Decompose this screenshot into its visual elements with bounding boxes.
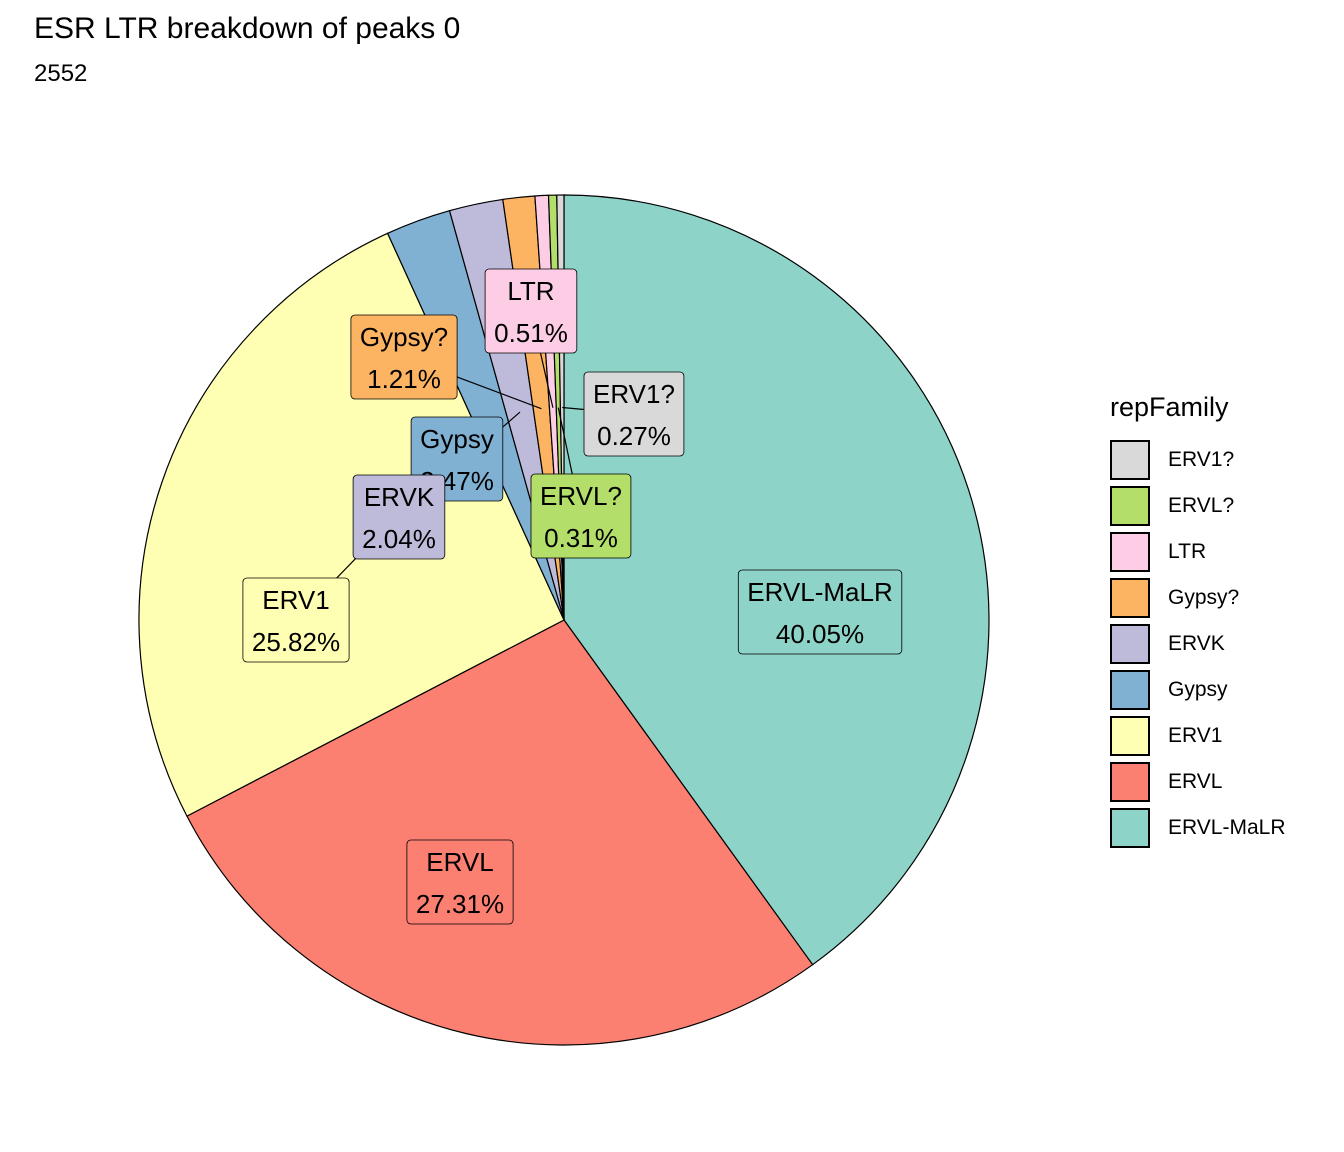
legend-key [1110, 578, 1150, 618]
slice-label-name: ERVL-MaLR [747, 577, 892, 607]
slice-label-value: 1.21% [367, 364, 441, 394]
legend-item-erv1: ERV1 [1110, 713, 1286, 759]
slice-label-ervl-malr: ERVL-MaLR 40.05% [737, 569, 903, 655]
legend-item-ervk: ERVK [1110, 621, 1286, 667]
slice-label-name: ERVL [426, 847, 493, 877]
legend-key [1110, 762, 1150, 802]
legend-label: ERVK [1168, 632, 1225, 655]
slice-label-box [352, 474, 446, 560]
legend-key [1110, 716, 1150, 756]
legend-key [1110, 670, 1150, 710]
slice-label-name: ERVK [364, 482, 435, 512]
legend-label: ERVL? [1168, 494, 1235, 517]
slice-label-value: 27.31% [416, 889, 504, 919]
legend-label: ERVL [1168, 770, 1223, 793]
legend-item-ervl: ERVL [1110, 759, 1286, 805]
slice-label-ervl-q: ERVL? 0.31% [530, 473, 632, 559]
slice-label-value: 0.27% [597, 421, 671, 451]
legend-label: Gypsy? [1168, 586, 1240, 609]
legend-label: ERVL-MaLR [1168, 816, 1286, 839]
slice-label-box [242, 577, 350, 663]
legend: repFamily ERV1? ERVL? LTR Gypsy? ERVK Gypsy ER… [1110, 392, 1286, 851]
legend-key [1110, 486, 1150, 526]
slice-label-box [530, 473, 632, 559]
slice-label-erv1: ERV1 25.82% [242, 577, 350, 663]
slice-label-name: ERV1 [262, 585, 329, 615]
slice-label-name: ERVL? [540, 481, 622, 511]
slice-label-box [350, 314, 458, 400]
pie-slice-erv1 [138, 232, 565, 817]
legend-item-erv1-q: ERV1? [1110, 437, 1286, 483]
slice-label-box [484, 268, 578, 354]
pie-slice-ervl [186, 619, 814, 1046]
slice-label-box [737, 569, 903, 655]
legend-key [1110, 624, 1150, 664]
legend-item-ltr: LTR [1110, 529, 1286, 575]
legend-items: ERV1? ERVL? LTR Gypsy? ERVK Gypsy ERV1 ERVL ERVL… [1110, 437, 1286, 851]
slice-label-name: LTR [507, 276, 554, 306]
legend-label: ERV1? [1168, 448, 1235, 471]
chart-title: ESR LTR breakdown of peaks 0 [34, 12, 461, 45]
slice-label-box [583, 371, 685, 457]
slice-label-value: 0.31% [544, 523, 618, 553]
legend-item-ervl-q: ERVL? [1110, 483, 1286, 529]
slice-label-box [406, 839, 514, 925]
slice-label-name: Gypsy? [360, 322, 448, 352]
legend-item-gypsy: Gypsy [1110, 667, 1286, 713]
legend-label: ERV1 [1168, 724, 1223, 747]
legend-title: repFamily [1110, 392, 1229, 422]
legend-item-gypsy-q: Gypsy? [1110, 575, 1286, 621]
slice-label-ervk: ERVK 2.04% [352, 474, 446, 560]
legend-label: Gypsy [1168, 678, 1228, 701]
slice-label-ervl: ERVL 27.31% [406, 839, 514, 925]
slice-label-name: ERV1? [593, 379, 675, 409]
chart-subtitle: 2552 [34, 60, 88, 87]
slice-label-value: 2.04% [362, 524, 436, 554]
legend-key [1110, 808, 1150, 848]
slice-label-ltr: LTR 0.51% [484, 268, 578, 354]
legend-key [1110, 440, 1150, 480]
slice-label-value: 40.05% [776, 619, 864, 649]
slice-label-gypsy-q: Gypsy? 1.21% [350, 314, 458, 400]
slice-label-erv1-q: ERV1? 0.27% [583, 371, 685, 457]
legend-key [1110, 532, 1150, 572]
slice-label-value: 25.82% [252, 627, 340, 657]
legend-item-ervl-malr: ERVL-MaLR [1110, 805, 1286, 851]
slice-label-name: Gypsy [420, 424, 494, 454]
slice-label-value: 0.51% [494, 318, 568, 348]
legend-label: LTR [1168, 540, 1207, 563]
